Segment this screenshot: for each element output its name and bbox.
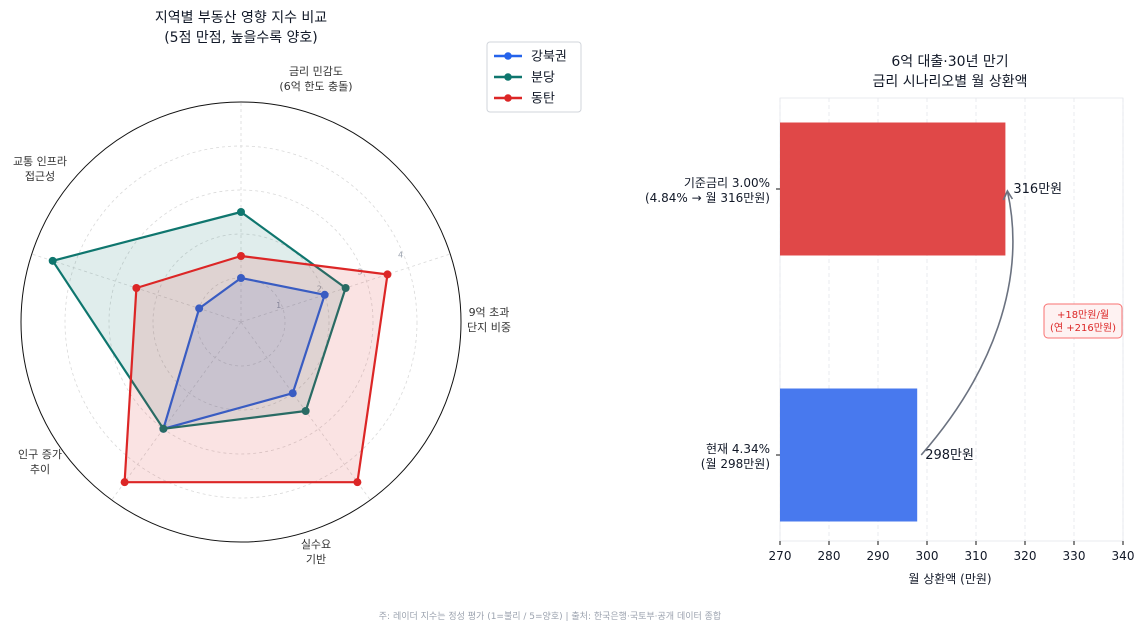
bar-xtick-label: 280 (818, 549, 841, 563)
bar-value-label: 298만원 (925, 448, 974, 463)
footer-note: 주: 레이더 지수는 정성 평가 (1=불리 / 5=양호) | 출처: 한국은… (379, 610, 721, 622)
bar-category-label: 현재 4.34% (706, 442, 770, 456)
bar-xtick-label: 310 (965, 549, 988, 563)
bar-title-line1: 6억 대출·30년 만기 (891, 54, 1008, 70)
radar-title: 지역별 부동산 영향 지수 비교 (155, 10, 327, 26)
radar-axis-label: 9억 초과 (469, 306, 510, 319)
legend-marker (504, 94, 512, 102)
bar-value-label: 316만원 (1013, 182, 1062, 197)
bar-category-label: 기준금리 3.00% (684, 176, 770, 190)
bar-chart: 6억 대출·30년 만기 금리 시나리오별 월 상환액 316만원 298만원 2… (645, 54, 1134, 586)
comparison-arrow (920, 190, 1014, 456)
radar-tick-label: 4 (398, 251, 403, 260)
radar-tick-label: 1 (276, 301, 281, 310)
radar-point (237, 252, 245, 260)
bar-xlabel: 월 상환액 (만원) (908, 572, 991, 586)
bar-annotation: +18만원/월 (연 +216만원) (1043, 303, 1123, 339)
radar-point (237, 274, 245, 282)
radar-area-2 (124, 256, 388, 483)
radar-area-1 (52, 212, 346, 429)
legend-marker (504, 73, 512, 81)
radar-point (353, 478, 362, 487)
radar-line-2 (123, 254, 389, 484)
annotation-line1: +18만원/월 (1057, 309, 1109, 321)
radar-point (383, 270, 392, 279)
radar-grid-ring (108, 189, 374, 455)
radar-point (48, 256, 57, 265)
legend-marker (504, 52, 512, 60)
radar-area-0 (163, 278, 325, 429)
radar-tick-label: 2 (317, 284, 322, 293)
bar-marks: 316만원 298만원 (780, 122, 1062, 522)
radar-grid-ring (152, 233, 330, 411)
radar-axis-label: 교통 인프라 (13, 155, 67, 168)
radar-axis-label: 금리 민감도 (289, 65, 343, 78)
radar-line-0 (162, 276, 326, 430)
bar-title-line2: 금리 시나리오별 월 상환액 (872, 74, 1027, 90)
bar (780, 122, 1006, 256)
radar-series (48, 208, 392, 487)
legend-label: 동탄 (531, 92, 555, 107)
annotation-box (1043, 303, 1123, 339)
radar-point (301, 406, 310, 415)
bar-xtick-label: 330 (1063, 549, 1086, 563)
comparison-arrowhead (1002, 189, 1014, 201)
radar-point (120, 478, 129, 487)
radar-point (195, 304, 204, 313)
bar-xtick-label: 290 (867, 549, 890, 563)
bar-xtick-label: 270 (769, 549, 792, 563)
radar-point (159, 424, 168, 433)
radar-point (341, 284, 350, 293)
radar-axis-label: 실수요 (301, 538, 331, 551)
radar-axis-label: 인구 증가 (18, 448, 62, 461)
bar-category-label: (4.84% → 월 316만원) (645, 191, 770, 205)
legend-label: 분당 (531, 71, 555, 86)
radar-axis-label: 접근성 (25, 170, 55, 183)
bar-xtick-label: 320 (1014, 549, 1037, 563)
radar-point (320, 290, 329, 299)
annotation-line2: (연 +216만원) (1050, 322, 1116, 334)
radar-subtitle: (5점 만점, 높을수록 양호) (164, 30, 318, 46)
bar-xtick-label: 300 (916, 549, 939, 563)
bar-category-label: (월 298만원) (701, 457, 770, 471)
radar-axis-label: 추이 (30, 463, 50, 476)
bar-xtick-label: 340 (1112, 549, 1135, 563)
radar-grid-ring (196, 277, 286, 367)
bar-plot-frame (779, 97, 1124, 542)
radar-spoke (111, 321, 242, 501)
radar-axis-label: 단지 비중 (467, 321, 511, 334)
radar-line-1 (51, 210, 347, 430)
legend-label: 강북권 (531, 50, 567, 65)
bar (780, 388, 918, 522)
legend-box (486, 41, 582, 113)
radar-point (288, 389, 297, 398)
bar-axes: 270 280 290 300 310 320 330 340 기준금리 3.00%(4.84%… (645, 176, 1134, 563)
radar-point (237, 208, 245, 216)
radar-axis-label: (6억 한도 충돌) (279, 80, 352, 93)
radar-point (132, 284, 141, 293)
radar-axis-label: 기반 (306, 553, 326, 566)
radar-outer-ring (20, 101, 462, 543)
